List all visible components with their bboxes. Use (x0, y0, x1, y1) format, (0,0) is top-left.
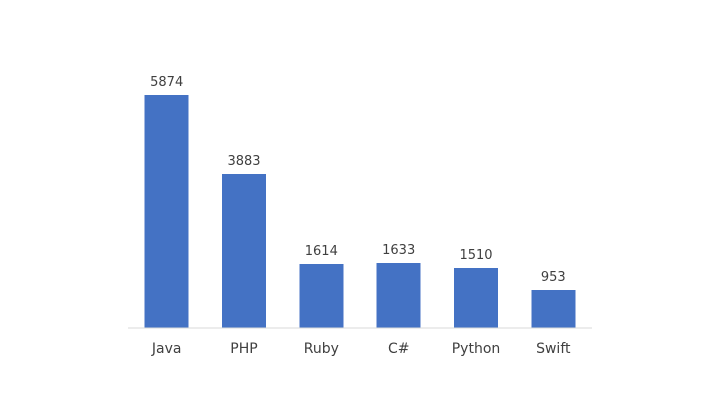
x-tick-label-swift: Swift (536, 341, 571, 357)
x-tick-label-php: PHP (230, 341, 257, 357)
bar-java (144, 95, 189, 328)
data-label-swift: 953 (541, 270, 566, 285)
bars-group (144, 95, 576, 328)
data-label-python: 1510 (459, 248, 492, 263)
bar-php (222, 174, 266, 328)
data-label-java: 5874 (150, 75, 183, 90)
data-label-csharp: 1633 (382, 243, 415, 258)
x-tick-label-csharp: C# (388, 341, 410, 357)
bar-csharp (376, 263, 421, 328)
bar-python (454, 268, 498, 328)
x-tick-labels-group: Java PHP Ruby C# Python Swift (151, 341, 571, 357)
data-label-ruby: 1614 (305, 244, 338, 259)
x-tick-label-java: Java (151, 341, 182, 357)
x-tick-label-ruby: Ruby (304, 341, 339, 357)
bar-swift (531, 290, 576, 328)
data-label-php: 3883 (227, 154, 260, 169)
data-labels-group: 5874 3883 1614 1633 1510 953 (150, 75, 566, 285)
bar-ruby (299, 264, 344, 328)
x-tick-label-python: Python (452, 341, 501, 357)
